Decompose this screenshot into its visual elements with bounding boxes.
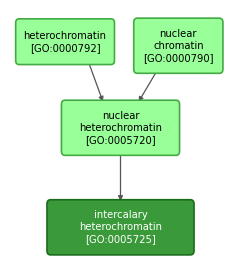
Text: intercalary
heterochromatin
[GO:0005725]: intercalary heterochromatin [GO:0005725] [79, 210, 162, 244]
FancyBboxPatch shape [47, 200, 194, 255]
Text: heterochromatin
[GO:0000792]: heterochromatin [GO:0000792] [24, 31, 107, 53]
Text: nuclear
heterochromatin
[GO:0005720]: nuclear heterochromatin [GO:0005720] [79, 111, 162, 145]
FancyBboxPatch shape [61, 100, 180, 155]
FancyBboxPatch shape [16, 19, 114, 65]
FancyBboxPatch shape [134, 18, 223, 73]
Text: nuclear
chromatin
[GO:0000790]: nuclear chromatin [GO:0000790] [143, 29, 214, 63]
